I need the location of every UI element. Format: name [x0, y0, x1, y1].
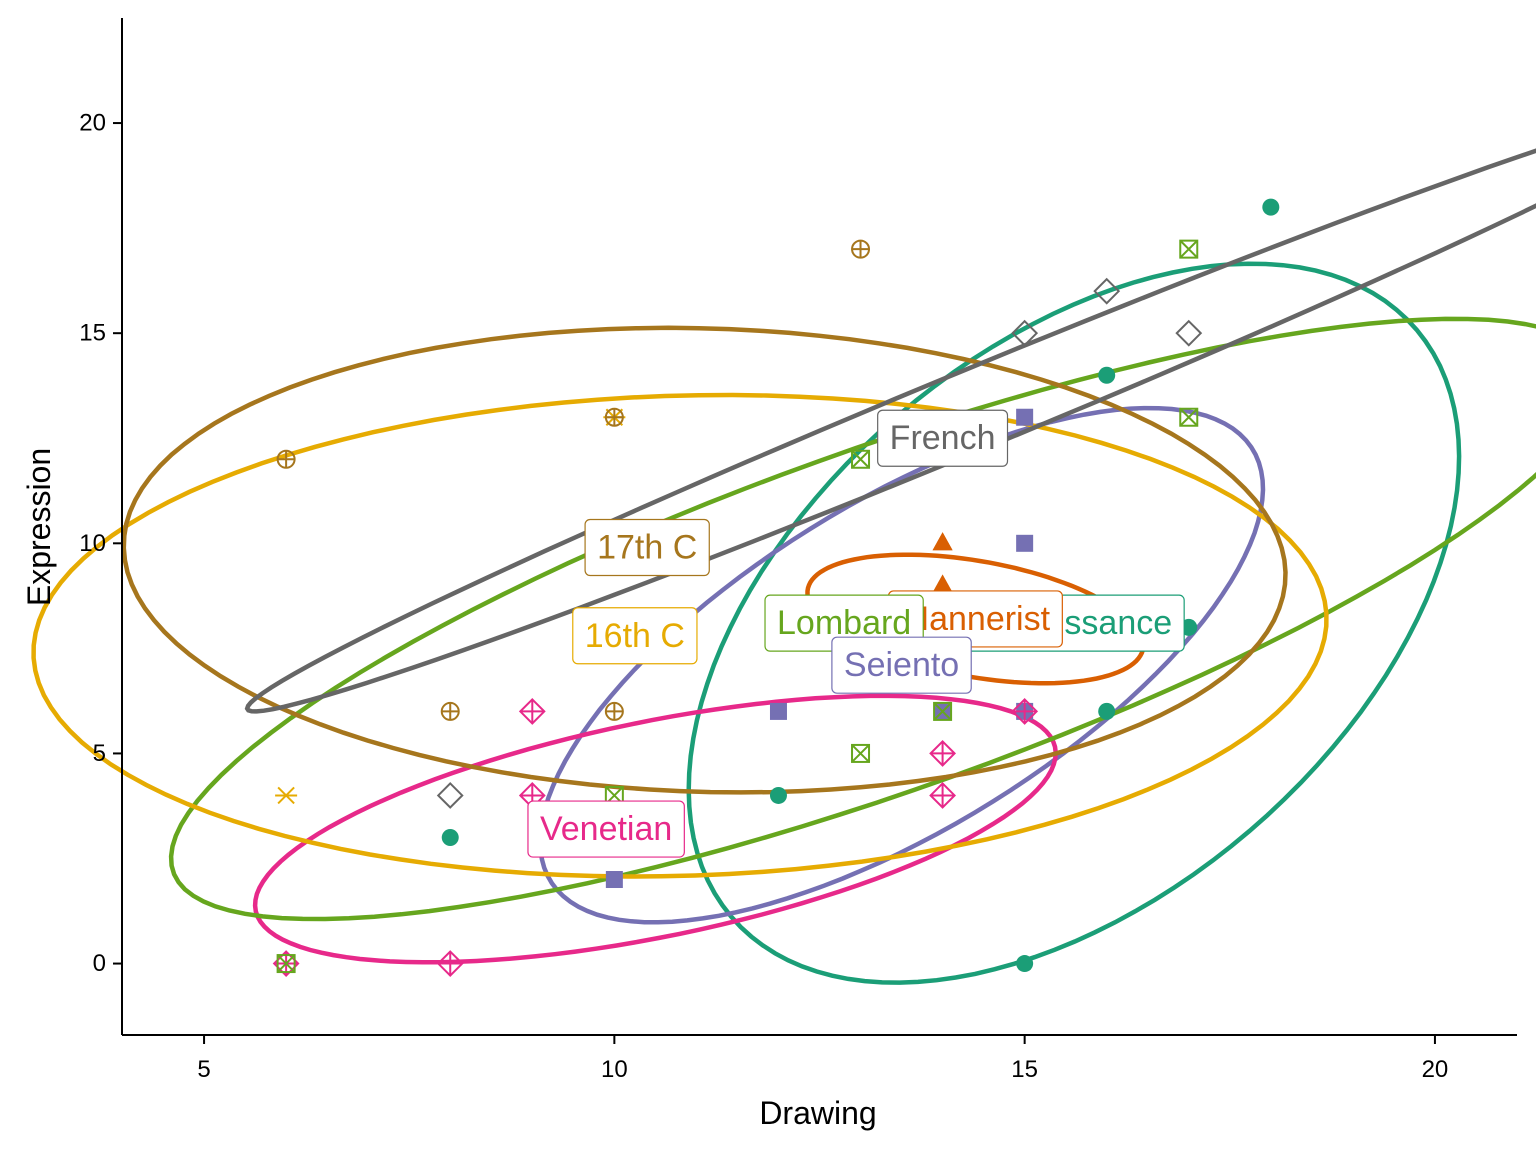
label-french: French	[890, 419, 996, 457]
y-axis-title: Expression	[21, 448, 57, 606]
y-tick-label-20: 20	[79, 110, 106, 137]
point-venetian-6	[1011, 697, 1039, 725]
x-tick-label-5: 5	[197, 1056, 210, 1083]
point-17th-c-0	[851, 239, 871, 259]
point-renaissance-5	[1098, 366, 1116, 384]
label-17th-c: 17th C	[597, 529, 697, 567]
point-mannerist-1	[932, 532, 953, 551]
ellipse-lombard	[168, 316, 1536, 922]
point-lombard-0	[1179, 239, 1199, 259]
point-lombard-5	[933, 701, 953, 721]
point-venetian-4	[929, 782, 957, 809]
y-tick-label-0: 0	[93, 950, 106, 977]
point-seiento-1	[1016, 534, 1034, 552]
point-lombard-2	[851, 449, 871, 469]
ellipse-seiento	[537, 405, 1266, 925]
point-lombard-6	[276, 954, 296, 974]
point-renaissance-2	[1016, 955, 1034, 973]
y-tick-label-10: 10	[79, 530, 106, 557]
point-renaissance-0	[441, 828, 459, 846]
point-venetian-2	[436, 950, 464, 977]
label-box-venetian	[527, 800, 685, 858]
label-box-seiento	[831, 636, 972, 694]
ellipse-french	[244, 148, 1536, 714]
point-french-2	[1175, 319, 1203, 347]
point-mannerist-2	[932, 574, 953, 593]
label-group-seiento: Seiento	[831, 636, 972, 694]
point-17th-c-3	[604, 701, 624, 721]
x-tick-label-10: 10	[601, 1056, 628, 1083]
label-group-17th-c: 17th C	[584, 518, 710, 577]
label-group-mannerist: Mannerist	[887, 590, 1063, 648]
point-french-3	[436, 782, 464, 809]
labels-layer: RenaissanceManneristLombardSeientoFrench…	[527, 409, 1185, 858]
ellipse-renaissance	[686, 261, 1462, 985]
point-lombard-1	[1179, 407, 1199, 427]
point-french-1	[1093, 277, 1121, 305]
label-box-16th-c	[572, 607, 698, 665]
label-16th-c: 16th C	[585, 617, 685, 655]
label-seiento: Seiento	[844, 646, 959, 684]
point-renaissance-4	[1262, 198, 1280, 216]
x-axis-title: Drawing	[759, 1095, 876, 1131]
label-box-17th-c	[584, 518, 710, 577]
point-seiento-3	[605, 871, 623, 889]
x-tick-label-20: 20	[1422, 1056, 1449, 1083]
y-tick-label-15: 15	[79, 320, 106, 347]
point-venetian-0	[518, 697, 546, 725]
point-seiento-2	[769, 702, 787, 720]
label-box-french	[877, 409, 1009, 467]
point-renaissance-6	[1098, 702, 1116, 720]
ellipse-17th-c	[121, 325, 1288, 795]
y-tick-label-5: 5	[93, 740, 106, 767]
ticks-layer: 5 10 15 20 0 5 10 15 20	[79, 110, 1448, 1083]
point-venetian-3	[929, 740, 957, 767]
x-tick-label-15: 15	[1011, 1056, 1038, 1083]
point-17th-c-1	[276, 449, 296, 469]
point-17th-c-2	[440, 701, 460, 721]
label-mannerist: Mannerist	[901, 600, 1051, 638]
ellipse-venetian	[252, 693, 1058, 965]
label-lombard: Lombard	[777, 604, 911, 642]
axes-layer	[121, 18, 1517, 1036]
point-lombard-3	[851, 743, 871, 763]
label-group-16th-c: 16th C	[572, 607, 698, 665]
label-group-venetian: Venetian	[527, 800, 685, 858]
label-group-french: French	[877, 409, 1009, 467]
label-venetian: Venetian	[540, 810, 672, 848]
point-french-0	[1011, 319, 1039, 347]
point-16th-c-1	[275, 786, 298, 805]
point-renaissance-1	[769, 786, 787, 804]
point-seiento-0	[1016, 408, 1034, 426]
point-17th-c-4	[604, 407, 624, 427]
